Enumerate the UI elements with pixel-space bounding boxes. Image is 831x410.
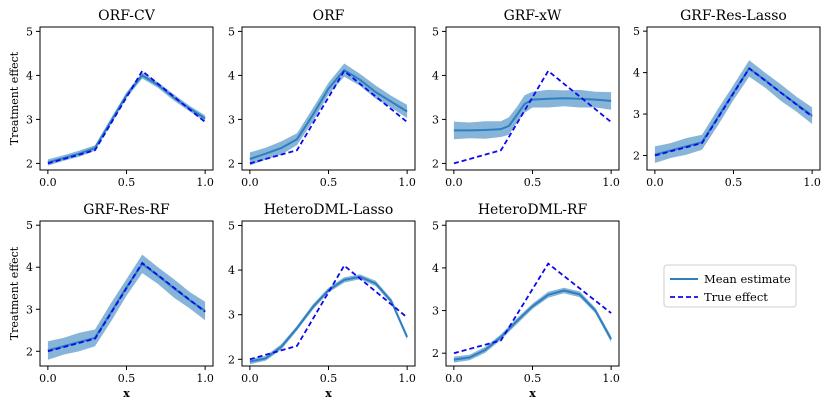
mean-estimate-line bbox=[249, 275, 409, 363]
panel-7: 2 3 4 5 0.0 0.5 1.0 HeteroDML-RF x bbox=[432, 202, 620, 400]
y-tick-label: 3 bbox=[26, 113, 33, 126]
x-tick-label: 0.0 bbox=[39, 176, 57, 189]
x-tick-label: 0.0 bbox=[445, 176, 463, 189]
y-axis-label: Treatment effect bbox=[8, 246, 21, 340]
plot-area bbox=[453, 262, 612, 363]
x-tick-label: 0.0 bbox=[39, 372, 57, 385]
true-effect-line bbox=[47, 69, 206, 165]
panel-title: GRF-Res-Lasso bbox=[680, 8, 787, 24]
true-effect-line bbox=[453, 69, 612, 165]
y-tick-label: 5 bbox=[228, 25, 235, 38]
confidence-band bbox=[453, 287, 612, 363]
true-effect-line bbox=[47, 261, 206, 353]
y-tick-label: 2 bbox=[432, 347, 439, 360]
plot-area bbox=[249, 264, 409, 365]
y-tick-label: 5 bbox=[228, 219, 235, 232]
x-tick-label: 0.5 bbox=[118, 372, 136, 385]
panel-title: GRF-Res-RF bbox=[83, 202, 170, 218]
plot-area bbox=[47, 69, 206, 166]
y-tick-label: 2 bbox=[26, 345, 33, 358]
y-tick-label: 4 bbox=[432, 69, 439, 82]
x-tick-label: 0.5 bbox=[524, 176, 542, 189]
x-tick-label: 0.0 bbox=[241, 372, 259, 385]
y-tick-label: 3 bbox=[26, 303, 33, 316]
y-tick-label: 2 bbox=[228, 353, 235, 366]
true-effect-line bbox=[654, 67, 813, 157]
panels-container: 2 3 4 5 0.0 0.5 1.0 ORF-CV Treatment effect 2 3 4 5 0… bbox=[8, 8, 821, 400]
plot-area bbox=[453, 69, 612, 165]
y-tick-label: 3 bbox=[432, 113, 439, 126]
legend-true-label: True effect bbox=[704, 290, 768, 304]
y-tick-label: 5 bbox=[633, 25, 640, 38]
x-tick-label: 1.0 bbox=[398, 372, 416, 385]
x-tick-label: 1.0 bbox=[196, 176, 214, 189]
panel-title: ORF bbox=[313, 8, 345, 24]
confidence-band bbox=[249, 274, 408, 365]
panel-4: 2 3 4 5 0.0 0.5 1.0 GRF-Res-Lasso bbox=[633, 8, 821, 189]
panel-title: ORF-CV bbox=[98, 8, 156, 24]
y-tick-label: 2 bbox=[228, 157, 235, 170]
y-tick-label: 3 bbox=[228, 113, 235, 126]
axes-frame bbox=[39, 26, 214, 171]
panel-3: 2 3 4 5 0.0 0.5 1.0 GRF-xW bbox=[432, 8, 620, 189]
plot-area bbox=[654, 60, 813, 164]
y-tick-label: 3 bbox=[228, 309, 235, 322]
x-axis-label: x bbox=[529, 387, 536, 400]
panel-5: 2 3 4 5 0.0 0.5 1.0 GRF-Res-RF x Treatment effect bbox=[8, 202, 214, 400]
y-tick-label: 3 bbox=[633, 108, 640, 121]
y-tick-label: 2 bbox=[633, 149, 640, 162]
plot-area bbox=[249, 63, 408, 166]
mean-estimate-line bbox=[453, 289, 612, 361]
x-axis-label: x bbox=[123, 387, 130, 400]
panel-1: 2 3 4 5 0.0 0.5 1.0 ORF-CV Treatment effect bbox=[8, 8, 214, 189]
x-tick-label: 0.5 bbox=[118, 176, 136, 189]
x-tick-label: 0.5 bbox=[725, 176, 743, 189]
y-tick-label: 2 bbox=[432, 157, 439, 170]
x-tick-label: 1.0 bbox=[602, 176, 620, 189]
panel-title: HeteroDML-Lasso bbox=[264, 202, 394, 218]
y-tick-label: 5 bbox=[432, 25, 439, 38]
panel-6: 2 3 4 5 0.0 0.5 1.0 HeteroDML-Lasso x bbox=[228, 202, 416, 400]
true-effect-line bbox=[249, 264, 408, 361]
x-axis-label: x bbox=[325, 387, 332, 400]
x-tick-label: 1.0 bbox=[196, 372, 214, 385]
y-tick-label: 5 bbox=[26, 25, 33, 38]
x-tick-label: 1.0 bbox=[803, 176, 821, 189]
y-tick-label: 4 bbox=[26, 69, 33, 82]
plot-area bbox=[47, 254, 206, 360]
y-tick-label: 5 bbox=[26, 219, 33, 232]
x-tick-label: 0.0 bbox=[445, 372, 463, 385]
y-tick-label: 4 bbox=[432, 262, 439, 275]
true-effect-line bbox=[453, 262, 612, 355]
y-axis-label: Treatment effect bbox=[8, 51, 21, 145]
mean-estimate-line bbox=[453, 97, 612, 132]
panel-title: HeteroDML-RF bbox=[478, 202, 588, 218]
legend: Mean estimate True effect bbox=[663, 264, 797, 308]
x-tick-label: 0.5 bbox=[320, 372, 338, 385]
x-tick-label: 1.0 bbox=[602, 372, 620, 385]
y-tick-label: 4 bbox=[228, 69, 235, 82]
x-tick-label: 0.5 bbox=[320, 176, 338, 189]
y-tick-label: 4 bbox=[26, 261, 33, 274]
y-tick-label: 4 bbox=[228, 264, 235, 277]
confidence-band bbox=[47, 72, 206, 166]
panel-2: 2 3 4 5 0.0 0.5 1.0 ORF bbox=[228, 8, 416, 189]
y-tick-label: 4 bbox=[633, 67, 640, 80]
axes-frame bbox=[241, 220, 416, 367]
legend-mean-label: Mean estimate bbox=[704, 272, 791, 286]
x-tick-label: 1.0 bbox=[398, 176, 416, 189]
true-effect-line bbox=[249, 69, 408, 165]
y-tick-label: 3 bbox=[432, 305, 439, 318]
axes-frame bbox=[445, 220, 620, 367]
y-tick-label: 2 bbox=[26, 157, 33, 170]
x-tick-label: 0.0 bbox=[646, 176, 664, 189]
y-tick-label: 5 bbox=[432, 219, 439, 232]
confidence-band bbox=[453, 89, 612, 140]
panel-title: GRF-xW bbox=[504, 8, 562, 24]
mean-estimate-line bbox=[47, 74, 206, 164]
mean-estimate-line bbox=[249, 69, 408, 160]
x-tick-label: 0.5 bbox=[524, 372, 542, 385]
x-tick-label: 0.0 bbox=[241, 176, 259, 189]
